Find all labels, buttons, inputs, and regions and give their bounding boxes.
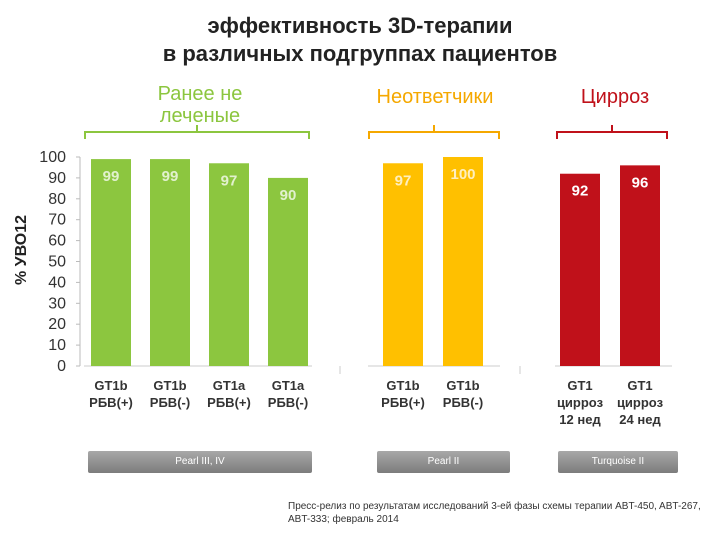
x-tick-label-line: РБВ(-) <box>442 395 484 410</box>
bar <box>209 163 249 366</box>
chart-title-line-1: эффективность 3D-терапии <box>207 13 513 38</box>
chart-title-line-2: в различных подгруппах пациентов <box>162 41 558 66</box>
group-bracket-treatment-naive <box>84 125 310 139</box>
group-label-non-responders: Неответчики <box>350 86 520 108</box>
x-tick-label: GT1b РБВ(+) <box>76 377 146 411</box>
y-tick-label: 90 <box>48 170 66 187</box>
y-tick-label: 100 <box>39 149 66 166</box>
bar-value-label: 97 <box>221 172 238 189</box>
y-tick-label: 60 <box>48 233 66 250</box>
x-tick-label-line: РБВ(-) <box>149 395 191 410</box>
bar-value-label: 97 <box>395 172 412 189</box>
bar <box>150 159 190 366</box>
y-tick-label: 40 <box>48 274 66 291</box>
x-tick-label-line: GT1b <box>153 378 187 393</box>
x-tick-label-line: цирроз <box>556 395 604 410</box>
y-tick-label: 30 <box>48 295 66 312</box>
bar-value-label: 92 <box>572 183 589 200</box>
bar <box>560 173 600 366</box>
x-tick-label: GT1a РБВ(+) <box>194 377 264 411</box>
x-tick-label-line: GT1a <box>212 378 246 393</box>
group-label-line-1: Ранее не <box>157 83 243 105</box>
x-tick-label-line: GT1a <box>271 378 305 393</box>
x-tick-label-line: 24 нед <box>619 412 661 427</box>
x-tick-label-line: GT1b <box>386 378 420 393</box>
x-tick-label: GT1a РБВ(-) <box>253 377 323 411</box>
bar-value-label: 100 <box>450 166 475 183</box>
study-button-turquoise-ii[interactable]: Turquoise II <box>558 451 678 473</box>
bar-value-label: 96 <box>632 174 649 191</box>
group-label-line-1: Неответчики <box>376 86 494 108</box>
y-tick-label: 80 <box>48 191 66 208</box>
bar <box>268 177 308 366</box>
group-label-treatment-naive: Ранее не леченые <box>140 83 260 127</box>
x-tick-label: GT1b РБВ(+) <box>368 377 438 411</box>
x-tick-label-line: РБВ(+) <box>207 395 251 410</box>
bar <box>91 159 131 366</box>
study-button-pearl-iii-iv[interactable]: Pearl III, IV <box>88 451 312 473</box>
chart-title: эффективность 3D-терапии в различных под… <box>0 12 720 68</box>
group-bracket-non-responders <box>368 125 500 139</box>
bracket-tick <box>611 125 613 131</box>
bar <box>443 157 483 366</box>
bar-value-label: 99 <box>162 168 179 185</box>
bar <box>620 165 660 366</box>
bracket-tick <box>433 125 435 131</box>
x-tick-label-line: GT1b <box>94 378 128 393</box>
x-tick-label: GT1 цирроз 24 нед <box>605 377 675 428</box>
x-tick-label: GT1b РБВ(-) <box>428 377 498 411</box>
group-label-cirrhosis: Цирроз <box>560 86 670 108</box>
x-tick-label-line: цирроз <box>616 395 664 410</box>
bar-value-label: 90 <box>280 187 297 204</box>
y-tick-label: 70 <box>48 212 66 229</box>
bar-value-label: 99 <box>103 168 120 185</box>
y-tick-label: 20 <box>48 316 66 333</box>
bar <box>383 163 423 366</box>
x-tick-label-line: 12 нед <box>559 412 601 427</box>
y-tick-label: 0 <box>57 358 66 375</box>
x-tick-label-line: РБВ(-) <box>267 395 309 410</box>
source-note: Пресс-релиз по результатам исследований … <box>288 501 701 525</box>
x-tick-label-line: GT1 <box>627 378 653 393</box>
bracket-tick <box>196 125 198 131</box>
study-button-pearl-ii[interactable]: Pearl II <box>377 451 510 473</box>
group-label-line-1: Цирроз <box>580 86 650 108</box>
x-tick-label: GT1 цирроз 12 нед <box>545 377 615 428</box>
group-label-line-2: леченые <box>159 105 241 127</box>
x-tick-label-line: GT1b <box>446 378 480 393</box>
x-tick-label-line: РБВ(+) <box>89 395 133 410</box>
y-tick-label: 10 <box>48 337 66 354</box>
y-tick-label: 50 <box>48 254 66 271</box>
x-tick-label-line: GT1 <box>567 378 593 393</box>
x-tick-label: GT1b РБВ(-) <box>135 377 205 411</box>
x-tick-label-line: РБВ(+) <box>381 395 425 410</box>
group-bracket-cirrhosis <box>556 125 668 139</box>
